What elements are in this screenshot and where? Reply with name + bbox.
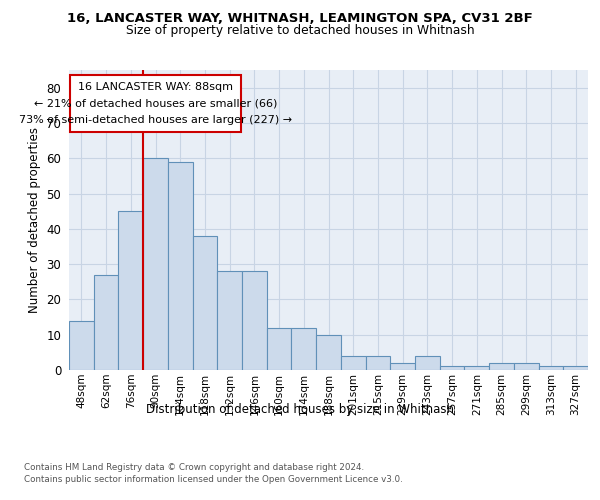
Bar bbox=[415, 356, 440, 370]
Bar bbox=[539, 366, 563, 370]
Bar bbox=[69, 320, 94, 370]
Bar bbox=[341, 356, 365, 370]
Text: 16, LANCASTER WAY, WHITNASH, LEAMINGTON SPA, CV31 2BF: 16, LANCASTER WAY, WHITNASH, LEAMINGTON … bbox=[67, 12, 533, 26]
Y-axis label: Number of detached properties: Number of detached properties bbox=[28, 127, 41, 313]
Bar bbox=[489, 363, 514, 370]
Bar bbox=[267, 328, 292, 370]
Bar bbox=[118, 211, 143, 370]
Bar bbox=[217, 271, 242, 370]
Text: Size of property relative to detached houses in Whitnash: Size of property relative to detached ho… bbox=[125, 24, 475, 37]
Bar bbox=[390, 363, 415, 370]
Bar bbox=[365, 356, 390, 370]
Bar bbox=[292, 328, 316, 370]
Bar bbox=[193, 236, 217, 370]
FancyBboxPatch shape bbox=[70, 76, 241, 132]
Bar bbox=[464, 366, 489, 370]
Bar bbox=[440, 366, 464, 370]
Bar bbox=[316, 334, 341, 370]
Text: 16 LANCASTER WAY: 88sqm: 16 LANCASTER WAY: 88sqm bbox=[78, 82, 233, 92]
Bar bbox=[563, 366, 588, 370]
Bar bbox=[514, 363, 539, 370]
Bar bbox=[242, 271, 267, 370]
Bar bbox=[94, 274, 118, 370]
Text: 73% of semi-detached houses are larger (227) →: 73% of semi-detached houses are larger (… bbox=[19, 116, 292, 126]
Text: Contains HM Land Registry data © Crown copyright and database right 2024.: Contains HM Land Registry data © Crown c… bbox=[24, 462, 364, 471]
Text: Contains public sector information licensed under the Open Government Licence v3: Contains public sector information licen… bbox=[24, 475, 403, 484]
Text: ← 21% of detached houses are smaller (66): ← 21% of detached houses are smaller (66… bbox=[34, 98, 277, 108]
Bar bbox=[143, 158, 168, 370]
Text: Distribution of detached houses by size in Whitnash: Distribution of detached houses by size … bbox=[146, 402, 454, 415]
Bar bbox=[168, 162, 193, 370]
